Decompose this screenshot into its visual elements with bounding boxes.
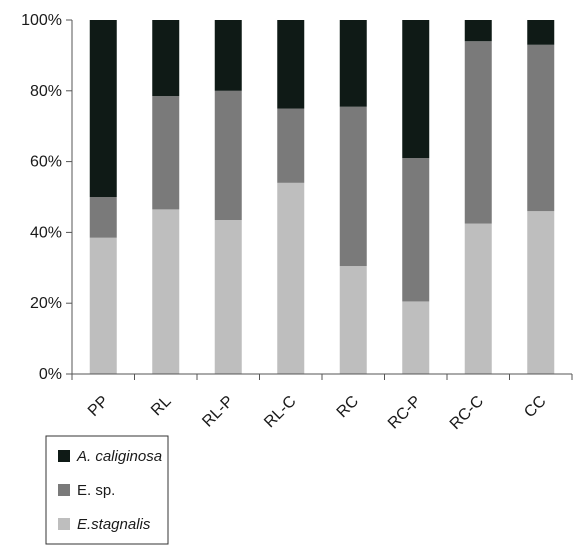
- bar-segment: A. caliginosa RC: 24.5%: [339, 20, 367, 107]
- legend-label: E. sp.: [77, 482, 115, 499]
- bars: E.stagnalis PP: 38.5%E. sp. PP: 11.5%A. …: [89, 20, 555, 374]
- y-tick-label: 40%: [30, 224, 62, 241]
- x-tick-label: RL-C: [261, 393, 299, 431]
- y-tick-label: 100%: [21, 12, 62, 29]
- x-tick-label: RC: [334, 393, 362, 421]
- y-tick-label: 80%: [30, 83, 62, 100]
- x-tick-label: RL-P: [199, 393, 237, 431]
- bar-segment: E. sp. RC-P: 40.5%: [402, 158, 430, 302]
- x-axis: PP RL RL-P RL-C RC RC-P RC-C CC: [71, 373, 573, 433]
- bar-segment: E.stagnalis RL-C: 54%: [277, 182, 305, 374]
- y-tick-label: 0%: [39, 366, 62, 383]
- bar-segment: E. sp. RC-C: 51.5%: [464, 41, 492, 224]
- bar-segment: E.stagnalis RC-P: 20.5%: [402, 301, 430, 374]
- y-tick-label: 60%: [30, 154, 62, 171]
- bar-segment: E. sp. RL: 32%: [152, 96, 180, 210]
- bar-segment: A. caliginosa RC-P: 39%: [402, 20, 430, 159]
- bar-segment: A. caliginosa PP: 50%: [89, 20, 117, 197]
- bar-segment: E.stagnalis CC: 46%: [527, 211, 555, 374]
- bar-segment: A. caliginosa RL-C: 25%: [277, 20, 305, 109]
- bar-segment: E.stagnalis PP: 38.5%: [89, 237, 117, 374]
- bar-segment: E. sp. RL-P: 36.5%: [214, 90, 242, 221]
- x-tick-label: CC: [521, 393, 549, 421]
- bar-segment: E. sp. RL-C: 21%: [277, 108, 305, 183]
- legend-swatch: [58, 518, 70, 530]
- x-tick-label: RC-C: [447, 393, 487, 433]
- bar-segment: E.stagnalis RL-P: 43.5%: [214, 220, 242, 374]
- y-tick-label: 20%: [30, 295, 62, 312]
- bar-segment: E.stagnalis RC: 30.5%: [339, 266, 367, 374]
- legend: A. caliginosa E. sp. E.stagnalis: [45, 435, 169, 545]
- bar-segment: A. caliginosa RC-C: 6%: [464, 20, 492, 42]
- bar-segment: E.stagnalis RC-C: 42.5%: [464, 223, 492, 374]
- bar-segment: E. sp. CC: 47%: [527, 44, 555, 212]
- legend-label: A. caliginosa: [76, 448, 162, 465]
- x-tick-label: PP: [85, 393, 112, 420]
- x-tick-label: RC-P: [385, 393, 425, 433]
- legend-swatch: [58, 484, 70, 496]
- bar-segment: E. sp. RC: 45%: [339, 106, 367, 267]
- legend-label: E.stagnalis: [77, 516, 151, 533]
- y-axis: 0% 20% 40% 60% 80% 100%: [21, 12, 73, 383]
- bar-segment: A. caliginosa RL: 21.5%: [152, 20, 180, 97]
- bar-segment: A. caliginosa RL-P: 20%: [214, 20, 242, 91]
- x-tick-label: RL: [148, 393, 175, 420]
- legend-swatch: [58, 450, 70, 462]
- bar-segment: E.stagnalis RL: 46.5%: [152, 209, 180, 374]
- bar-segment: E. sp. PP: 11.5%: [89, 197, 117, 238]
- bar-segment: A. caliginosa CC: 7%: [527, 20, 555, 45]
